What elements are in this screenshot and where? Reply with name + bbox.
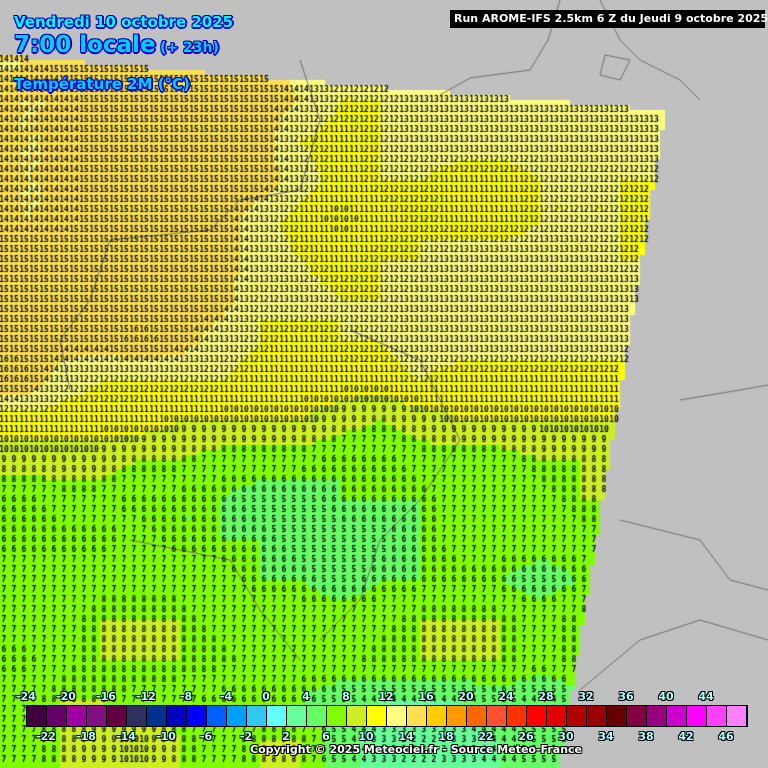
legend-swatch bbox=[727, 706, 747, 726]
legend-label: 32 bbox=[578, 690, 594, 703]
legend-swatch bbox=[407, 706, 427, 726]
legend-label: 42 bbox=[678, 730, 694, 743]
legend-label: 4 bbox=[302, 690, 310, 703]
legend-swatch bbox=[387, 706, 407, 726]
legend-swatch bbox=[87, 706, 107, 726]
legend-label: 28 bbox=[538, 690, 554, 703]
legend-label: -18 bbox=[76, 730, 96, 743]
legend-swatch bbox=[287, 706, 307, 726]
legend-label: 2 bbox=[282, 730, 290, 743]
legend-swatch bbox=[587, 706, 607, 726]
legend-label: 34 bbox=[598, 730, 614, 743]
legend-swatch bbox=[247, 706, 267, 726]
legend-swatch bbox=[327, 706, 347, 726]
legend-swatch bbox=[547, 706, 567, 726]
legend-label: -20 bbox=[56, 690, 76, 703]
legend-swatch bbox=[707, 706, 727, 726]
legend-label: -8 bbox=[179, 690, 193, 703]
legend-swatch bbox=[147, 706, 167, 726]
legend-swatch bbox=[627, 706, 647, 726]
legend-swatch bbox=[67, 706, 87, 726]
legend-swatch bbox=[207, 706, 227, 726]
parameter-title: Température 2M (°C) bbox=[14, 75, 190, 93]
legend-label: 36 bbox=[618, 690, 634, 703]
legend-swatch bbox=[227, 706, 247, 726]
legend-swatch bbox=[167, 706, 187, 726]
legend-label: -6 bbox=[199, 730, 213, 743]
legend-swatch bbox=[567, 706, 587, 726]
legend-swatch bbox=[47, 706, 67, 726]
legend-label: -10 bbox=[156, 730, 176, 743]
legend-swatch bbox=[427, 706, 447, 726]
legend-label: -24 bbox=[16, 690, 36, 703]
legend-label: 8 bbox=[342, 690, 350, 703]
legend-label: 14 bbox=[398, 730, 414, 743]
legend-label: 40 bbox=[658, 690, 674, 703]
legend-swatch bbox=[487, 706, 507, 726]
legend-swatch bbox=[307, 706, 327, 726]
legend-label: -12 bbox=[136, 690, 156, 703]
forecast-time: 7:00 locale bbox=[14, 32, 156, 58]
legend-swatch bbox=[267, 706, 287, 726]
legend-label: 20 bbox=[458, 690, 474, 703]
legend-label: 24 bbox=[498, 690, 514, 703]
legend-label: -22 bbox=[36, 730, 56, 743]
legend-swatch bbox=[107, 706, 127, 726]
legend-label: 18 bbox=[438, 730, 454, 743]
legend-label: -16 bbox=[96, 690, 116, 703]
legend-label: -4 bbox=[219, 690, 233, 703]
legend-label: -2 bbox=[239, 730, 253, 743]
legend-label: 0 bbox=[262, 690, 270, 703]
legend-label: 22 bbox=[478, 730, 494, 743]
legend-swatch bbox=[27, 706, 47, 726]
legend-label: 6 bbox=[322, 730, 330, 743]
copyright-notice: Copyright © 2025 Meteociel.fr - Source M… bbox=[250, 743, 583, 756]
legend-label: 30 bbox=[558, 730, 574, 743]
legend-swatch bbox=[667, 706, 687, 726]
legend-swatch bbox=[527, 706, 547, 726]
model-run-label: Run AROME-IFS 2.5km 6 Z du Jeudi 9 octob… bbox=[450, 10, 768, 28]
legend-swatch bbox=[607, 706, 627, 726]
legend-swatch bbox=[467, 706, 487, 726]
legend-swatch bbox=[347, 706, 367, 726]
legend-label: 44 bbox=[698, 690, 714, 703]
legend-swatch bbox=[367, 706, 387, 726]
legend-swatch bbox=[687, 706, 707, 726]
forecast-lead-time: (+ 23h) bbox=[160, 40, 219, 56]
legend-swatch bbox=[127, 706, 147, 726]
legend-label: 12 bbox=[378, 690, 394, 703]
legend-label: -14 bbox=[116, 730, 136, 743]
legend-swatch bbox=[187, 706, 207, 726]
color-scale-legend bbox=[26, 705, 748, 727]
legend-swatch bbox=[507, 706, 527, 726]
legend-label: 16 bbox=[418, 690, 434, 703]
forecast-date: Vendredi 10 octobre 2025 bbox=[14, 13, 234, 31]
legend-swatch bbox=[447, 706, 467, 726]
legend-swatch bbox=[647, 706, 667, 726]
legend-label: 46 bbox=[718, 730, 734, 743]
legend-label: 38 bbox=[638, 730, 654, 743]
legend-label: 26 bbox=[518, 730, 534, 743]
legend-label: 10 bbox=[358, 730, 374, 743]
